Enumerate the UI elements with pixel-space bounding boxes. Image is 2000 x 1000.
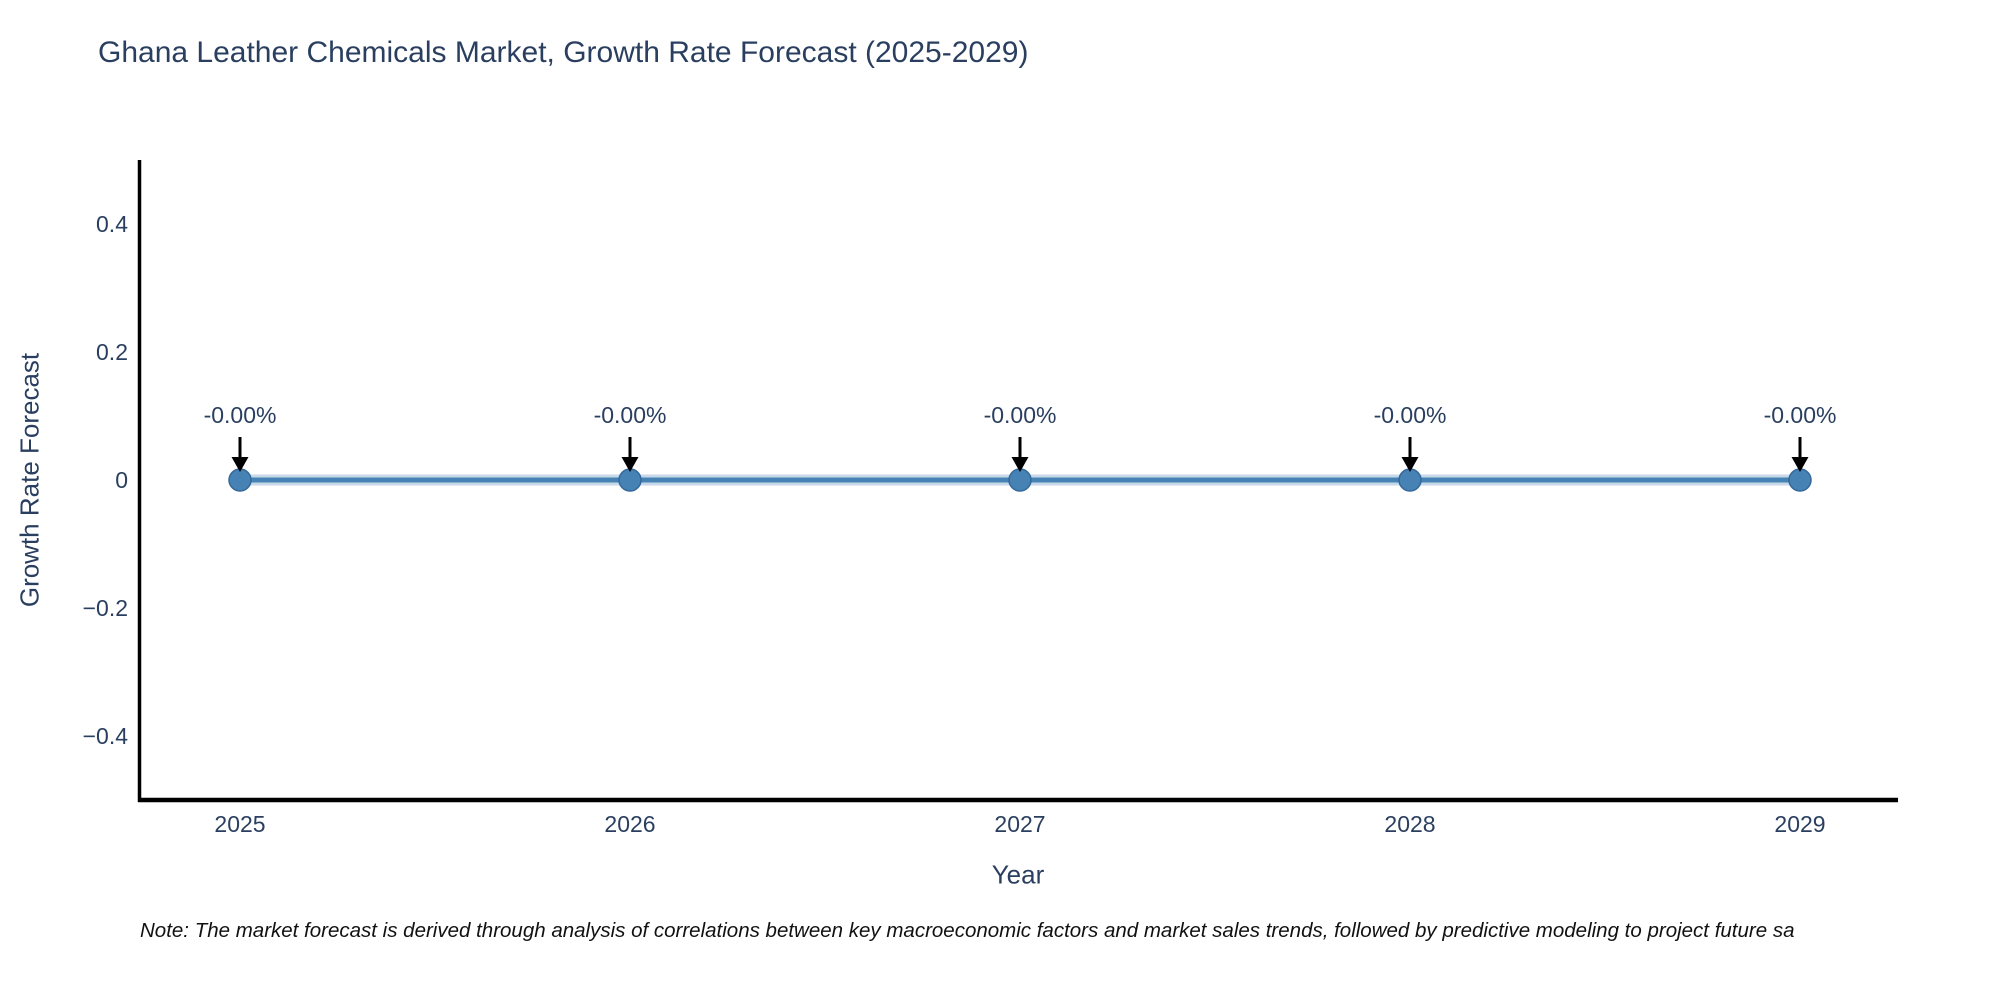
point-annotation: -0.00% [204,402,277,428]
data-point-2028[interactable] [1398,468,1422,492]
y-tick-label: 0 [115,467,128,493]
x-tick-label: 2029 [1774,811,1825,837]
y-tick-label: −0.2 [83,595,128,621]
point-annotation: -0.00% [594,402,667,428]
data-point-2029[interactable] [1788,468,1812,492]
y-tick-label: 0.2 [96,339,128,365]
chart-title: Ghana Leather Chemicals Market, Growth R… [98,36,1029,69]
annotation-arrowhead [1791,457,1809,472]
point-annotation: -0.00% [1374,402,1447,428]
point-annotation: -0.00% [1764,402,1837,428]
y-tick-label: −0.4 [83,723,129,749]
point-annotation: -0.00% [984,402,1057,428]
data-point-2025[interactable] [228,468,252,492]
x-axis-title: Year [991,859,1045,890]
data-point-2027[interactable] [1008,468,1032,492]
data-point-2026[interactable] [618,468,642,492]
annotation-arrowhead [231,457,249,472]
annotation-arrowhead [621,457,639,472]
x-tick-label: 2028 [1384,811,1435,837]
x-tick-label: 2025 [214,811,265,837]
annotation-arrowhead [1011,457,1029,472]
x-tick-label: 2026 [604,811,655,837]
footnote: Note: The market forecast is derived thr… [140,919,1795,942]
x-tick-label: 2027 [994,811,1045,837]
y-tick-label: 0.4 [96,211,128,237]
annotation-arrowhead [1401,457,1419,472]
